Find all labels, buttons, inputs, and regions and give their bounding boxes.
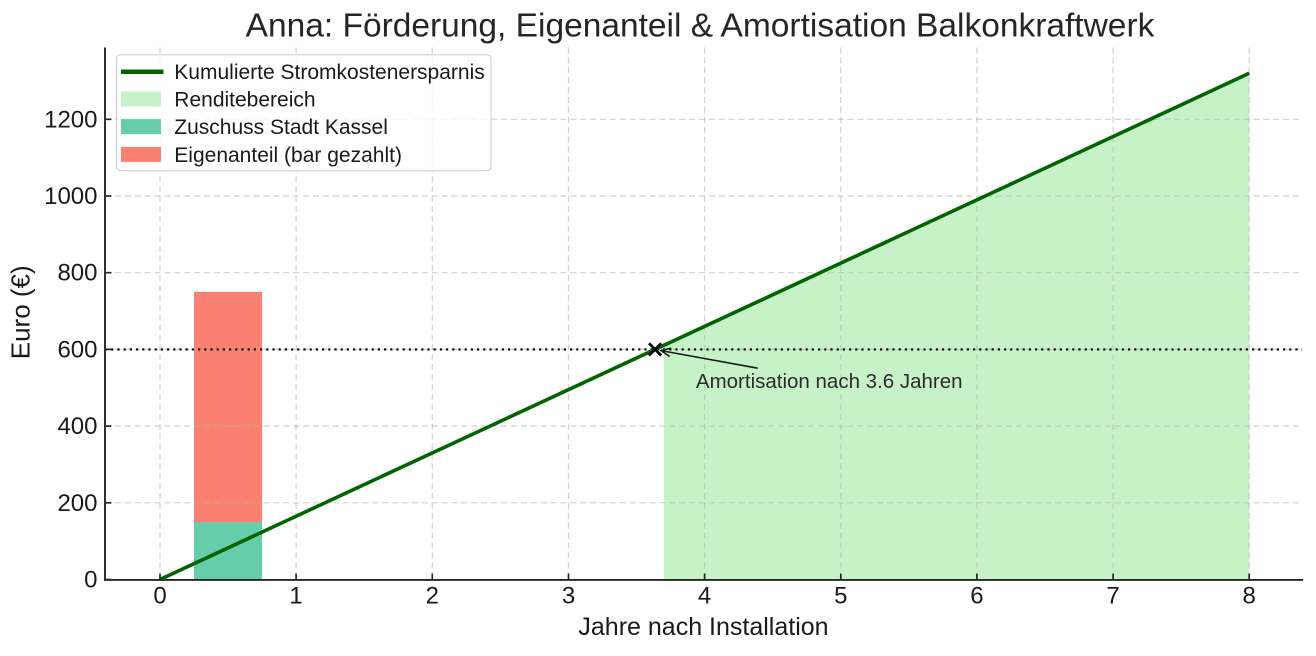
svg-text:800: 800 — [57, 260, 97, 287]
svg-text:Anna: Förderung, Eigenanteil &: Anna: Förderung, Eigenanteil & Amortisat… — [246, 8, 1155, 45]
svg-text:8: 8 — [1243, 583, 1256, 610]
svg-text:3: 3 — [562, 583, 575, 610]
svg-text:400: 400 — [57, 413, 97, 440]
svg-text:0: 0 — [153, 583, 166, 610]
svg-text:Zuschuss Stadt Kassel: Zuschuss Stadt Kassel — [174, 116, 388, 139]
svg-text:Renditebereich: Renditebereich — [174, 89, 315, 112]
svg-text:Euro (€): Euro (€) — [6, 265, 36, 359]
svg-text:0: 0 — [84, 567, 97, 594]
svg-text:Eigenanteil (bar gezahlt): Eigenanteil (bar gezahlt) — [174, 144, 402, 167]
svg-text:6: 6 — [970, 583, 983, 610]
svg-text:Amortisation nach 3.6 Jahren: Amortisation nach 3.6 Jahren — [696, 370, 963, 393]
svg-text:2: 2 — [426, 583, 439, 610]
svg-text:Kumulierte Stromkostenersparni: Kumulierte Stromkostenersparnis — [174, 61, 484, 84]
svg-text:1: 1 — [289, 583, 302, 610]
svg-text:4: 4 — [698, 583, 711, 610]
svg-text:7: 7 — [1106, 583, 1119, 610]
svg-text:Jahre nach Installation: Jahre nach Installation — [578, 613, 828, 641]
svg-text:200: 200 — [57, 490, 97, 517]
svg-text:1200: 1200 — [44, 106, 97, 133]
svg-text:5: 5 — [834, 583, 847, 610]
svg-text:1000: 1000 — [44, 183, 97, 210]
svg-text:600: 600 — [57, 336, 97, 363]
